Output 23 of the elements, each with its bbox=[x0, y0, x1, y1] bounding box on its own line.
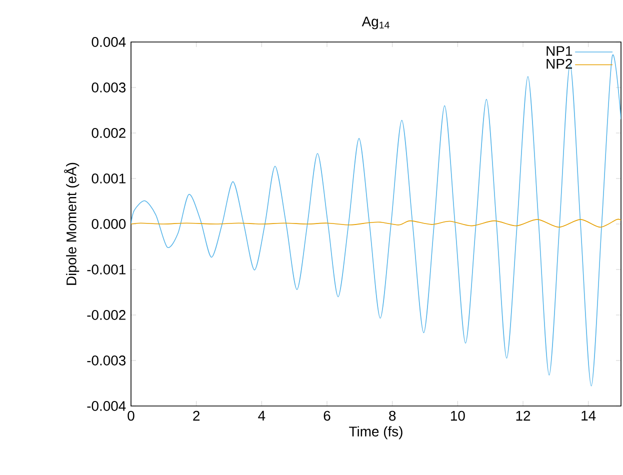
y-tick-label: -0.001 bbox=[87, 264, 126, 274]
x-tick-label: 4 bbox=[258, 410, 266, 420]
y-axis-title: Dipole Moment (eÅ) bbox=[64, 162, 80, 285]
y-tick-label: -0.004 bbox=[87, 401, 126, 411]
chart-title: Ag$_{14}$ bbox=[362, 16, 390, 30]
x-axis-title: Time (fs) bbox=[349, 426, 402, 440]
line-series bbox=[131, 219, 622, 228]
y-tick-label: 0.003 bbox=[92, 82, 126, 92]
x-tick-label: 14 bbox=[582, 410, 596, 420]
x-tick-label: 0 bbox=[128, 410, 134, 421]
x-tick-label: 12 bbox=[516, 410, 530, 421]
legend-label: NP2 bbox=[546, 58, 572, 69]
y-tick-label: -0.002 bbox=[87, 310, 126, 320]
legend-label: NP1 bbox=[546, 46, 572, 56]
x-tick-label: 8 bbox=[389, 410, 396, 421]
y-tick-label: 0.002 bbox=[92, 128, 126, 138]
x-tick-label: 2 bbox=[193, 410, 200, 421]
y-tick-label: -0.003 bbox=[87, 356, 126, 366]
y-tick-label: 0.001 bbox=[92, 174, 126, 184]
x-tick-label: 6 bbox=[324, 410, 330, 421]
x-tick-label: 10 bbox=[450, 410, 465, 421]
y-tick-label: 0.000 bbox=[92, 219, 126, 229]
y-tick-label: 0.004 bbox=[92, 37, 126, 47]
